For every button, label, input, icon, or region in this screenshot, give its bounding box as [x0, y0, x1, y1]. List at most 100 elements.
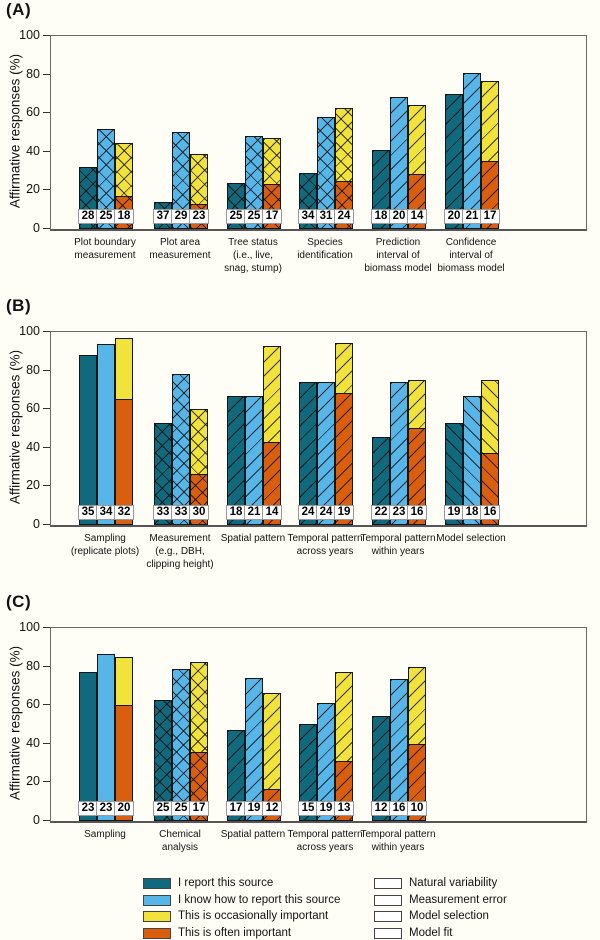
y-tick-mark — [43, 704, 50, 705]
legend-item: This is occasionally important — [143, 910, 328, 923]
bar-know — [97, 129, 115, 229]
count-label: 17 — [480, 209, 500, 224]
bar-know — [97, 344, 115, 525]
count-label: 12 — [371, 801, 391, 816]
bar-report — [227, 396, 245, 525]
category-label: Prediction interval of biomass model — [364, 237, 432, 274]
y-tick-mark — [43, 447, 50, 448]
count-label: 33 — [153, 505, 173, 520]
count-label: 18 — [371, 209, 391, 224]
legend: I report this source I know how to report… — [0, 877, 600, 940]
y-tick-mark — [43, 370, 50, 371]
count-label: 17 — [189, 801, 209, 816]
legend-label: Natural variability — [409, 877, 498, 889]
category-label: Temporal pattern across years — [287, 829, 363, 853]
legend-color-swatch — [143, 895, 171, 906]
y-tick-label: 20 — [26, 182, 40, 196]
legend-label: This is often important — [178, 927, 292, 939]
bar-report — [445, 423, 463, 525]
bar-report — [445, 94, 463, 229]
bar-know — [245, 136, 263, 229]
legend-color-swatch — [143, 878, 171, 889]
count-label: 25 — [226, 209, 246, 224]
legend-item: I know how to report this source — [143, 894, 340, 907]
category-label: Sampling (replicate plots) — [70, 533, 140, 557]
count-label: 19 — [316, 801, 336, 816]
legend-pattern-swatch — [374, 878, 402, 889]
bar-know — [463, 73, 481, 229]
y-tick-label: 0 — [33, 517, 40, 531]
count-label: 21 — [462, 209, 482, 224]
count-label: 23 — [389, 505, 409, 520]
bar-report — [227, 730, 245, 821]
category-label: Species identification — [297, 237, 353, 261]
panel-c-plot-area: 23 23 20 25 25 17 17 19 12 15 19 13 12 16 10 — [50, 627, 587, 823]
count-label: 12 — [262, 801, 282, 816]
y-tick-label: 80 — [26, 659, 40, 673]
count-label: 19 — [334, 505, 354, 520]
legend-label: I report this source — [178, 877, 274, 889]
panel-c: (C) Affirmative responses (%) 23 23 20 25 25… — [0, 592, 600, 874]
count-label: 17 — [262, 209, 282, 224]
count-label: 19 — [244, 801, 264, 816]
count-label: 23 — [78, 801, 98, 816]
count-label: 23 — [189, 209, 209, 224]
legend-label: I know how to report this source — [178, 894, 341, 906]
count-label: 18 — [114, 209, 134, 224]
category-label: Measurement (e.g., DBH, clipping height) — [146, 533, 214, 570]
count-label: 16 — [407, 505, 427, 520]
count-label: 10 — [407, 801, 427, 816]
panel-c-label: (C) — [6, 592, 32, 611]
category-label: Temporal pattern across years — [287, 533, 363, 557]
bar-report — [79, 355, 97, 525]
y-tick-mark — [43, 228, 50, 229]
count-label: 30 — [189, 505, 209, 520]
count-label: 14 — [262, 505, 282, 520]
y-tick-label: 20 — [26, 478, 40, 492]
count-label: 25 — [244, 209, 264, 224]
panel-b: (B) Affirmative responses (%) 35 34 32 33 33… — [0, 296, 600, 590]
y-tick-mark — [43, 485, 50, 486]
count-label: 32 — [114, 505, 134, 520]
count-label: 25 — [153, 801, 173, 816]
count-label: 20 — [114, 801, 134, 816]
legend-pattern-swatch — [374, 895, 402, 906]
count-label: 18 — [462, 505, 482, 520]
bar-report — [79, 672, 97, 821]
count-label: 15 — [298, 801, 318, 816]
bar-know — [97, 654, 115, 821]
bar-know — [463, 396, 481, 525]
count-label: 22 — [371, 505, 391, 520]
y-tick-mark — [43, 35, 50, 36]
y-tick-label: 40 — [26, 736, 40, 750]
legend-label: Measurement error — [409, 894, 507, 906]
count-label: 19 — [444, 505, 464, 520]
category-label: Model selection — [436, 533, 506, 544]
count-label: 37 — [153, 209, 173, 224]
y-tick-mark — [43, 408, 50, 409]
count-label: 24 — [298, 505, 318, 520]
legend-color-swatch — [143, 911, 171, 922]
count-label: 16 — [480, 505, 500, 520]
y-tick-label: 80 — [26, 67, 40, 81]
count-label: 28 — [78, 209, 98, 224]
legend-item: Model fit — [374, 927, 452, 940]
y-tick-mark — [43, 666, 50, 667]
category-label: Chemical analysis — [159, 829, 201, 853]
count-label: 35 — [78, 505, 98, 520]
y-tick-label: 60 — [26, 105, 40, 119]
bar-know — [172, 132, 190, 229]
category-label: Sampling — [84, 829, 126, 840]
bar-often — [408, 428, 426, 525]
y-tick-label: 60 — [26, 697, 40, 711]
bar-often — [115, 399, 133, 525]
legend-item: Natural variability — [374, 877, 497, 890]
y-tick-mark — [43, 151, 50, 152]
y-tick-label: 40 — [26, 144, 40, 158]
y-tick-mark — [43, 627, 50, 628]
category-label: Tree status (i.e., live, snag, stump) — [224, 237, 282, 274]
y-tick-label: 100 — [19, 620, 40, 634]
count-label: 14 — [407, 209, 427, 224]
y-tick-label: 0 — [33, 221, 40, 235]
